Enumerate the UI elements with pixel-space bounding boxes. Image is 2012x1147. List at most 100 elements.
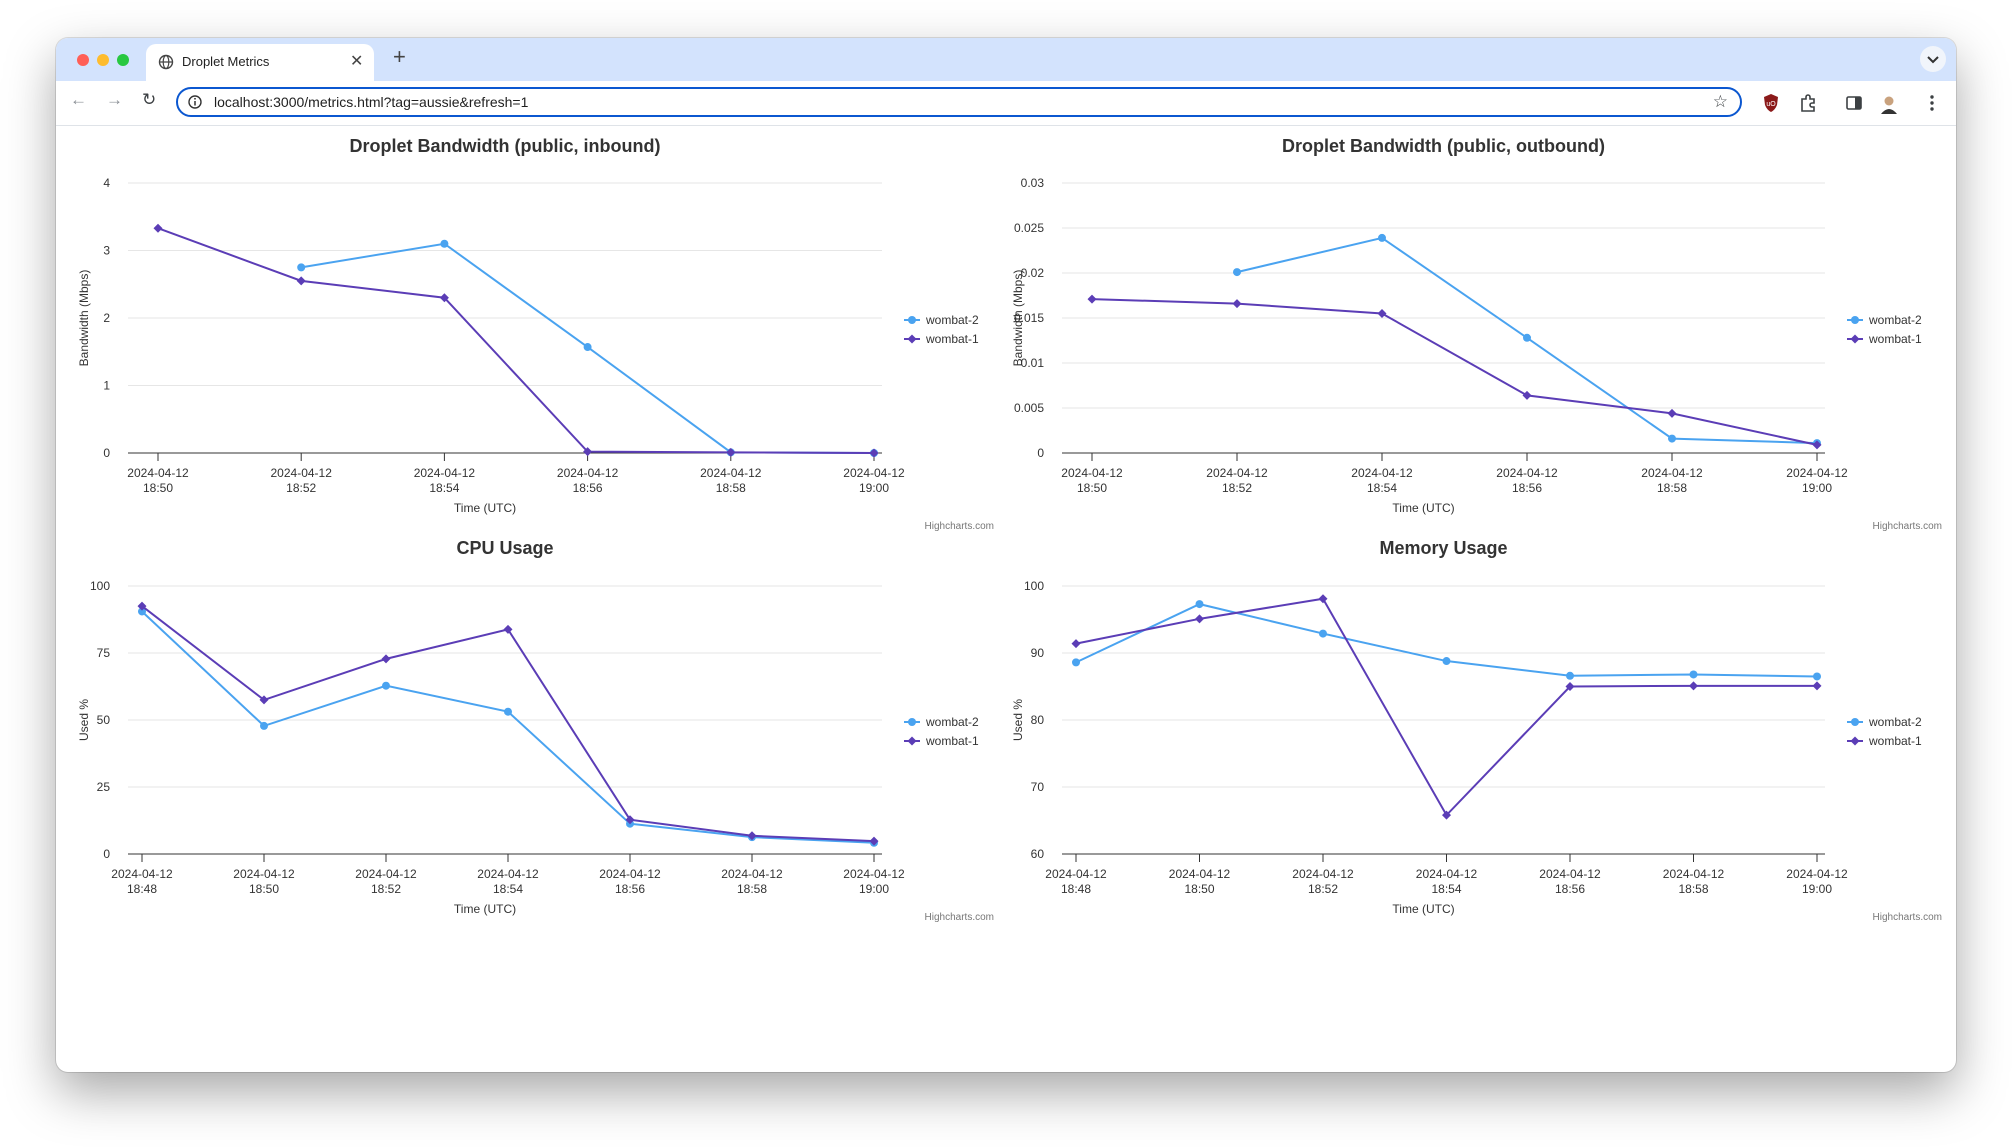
maximize-window-button[interactable] [117, 54, 129, 66]
x-tick-label: 18:58 [1678, 882, 1708, 896]
data-point-wombat-1[interactable] [1232, 299, 1242, 309]
data-point-wombat-2[interactable] [382, 681, 390, 690]
data-point-wombat-1[interactable] [625, 815, 635, 825]
data-point-wombat-2[interactable] [1523, 333, 1531, 342]
tab-droplet-metrics[interactable]: Droplet Metrics ✕ [146, 44, 374, 81]
chart-title: Memory Usage [1379, 538, 1507, 558]
data-point-wombat-2[interactable] [1566, 671, 1574, 680]
x-tick-label: 2024-04-12 [1641, 466, 1703, 480]
chart-memory-usage: Memory Usage607080901002024-04-1218:4820… [1011, 538, 1942, 923]
star-icon[interactable]: ☆ [1712, 92, 1728, 111]
puzzle-icon[interactable] [1798, 93, 1818, 113]
back-arrow-icon[interactable]: ← [70, 90, 87, 109]
data-point-wombat-2[interactable] [260, 721, 268, 730]
data-point-wombat-2[interactable] [1668, 434, 1676, 443]
chart-title: Droplet Bandwidth (public, inbound) [350, 136, 661, 156]
data-point-wombat-2[interactable] [297, 263, 306, 272]
data-point-wombat-2[interactable] [1378, 233, 1386, 242]
sidebar-icon[interactable] [1844, 93, 1864, 113]
legend-item-wombat-1: wombat-1 [925, 332, 979, 346]
info-icon[interactable] [188, 95, 202, 109]
legend-marker [907, 736, 917, 746]
globe-icon [158, 54, 174, 70]
data-point-wombat-1[interactable] [869, 448, 879, 458]
tab-title: Droplet Metrics [182, 54, 270, 69]
x-tick-label: 18:52 [371, 882, 401, 896]
address-bar[interactable]: localhost:3000/metrics.html?tag=aussie&r… [176, 87, 1742, 117]
data-point-wombat-2[interactable] [1233, 268, 1241, 277]
x-tick-label: 2024-04-12 [271, 466, 333, 480]
close-window-button[interactable] [77, 54, 89, 66]
x-tick-label: 2024-04-12 [1292, 867, 1354, 881]
y-tick-label: 0.02 [1021, 266, 1045, 280]
minimize-window-button[interactable] [97, 54, 109, 66]
data-point-wombat-1[interactable] [1071, 639, 1081, 649]
x-tick-label: 19:00 [859, 481, 889, 495]
y-tick-label: 80 [1031, 713, 1045, 727]
y-tick-label: 0.005 [1014, 401, 1044, 415]
data-point-wombat-1[interactable] [381, 654, 391, 664]
x-tick-label: 18:54 [493, 882, 523, 896]
data-point-wombat-1[interactable] [439, 293, 449, 303]
data-point-wombat-1[interactable] [296, 276, 306, 286]
chevron-down-icon[interactable] [1920, 46, 1946, 72]
data-point-wombat-1[interactable] [259, 695, 269, 705]
data-point-wombat-1[interactable] [153, 223, 163, 233]
data-point-wombat-2[interactable] [1319, 629, 1327, 638]
data-point-wombat-1[interactable] [1195, 614, 1204, 624]
highcharts-credits: Highcharts.com [1873, 521, 1942, 532]
data-point-wombat-1[interactable] [1667, 408, 1677, 418]
data-point-wombat-1[interactable] [869, 836, 879, 846]
legend-item-wombat-2: wombat-2 [925, 715, 979, 729]
legend-item-wombat-2: wombat-2 [1868, 715, 1922, 729]
data-point-wombat-1[interactable] [583, 447, 593, 457]
data-point-wombat-2[interactable] [583, 343, 592, 352]
reload-icon[interactable]: ↻ [142, 90, 157, 109]
data-point-wombat-1[interactable] [1377, 309, 1387, 318]
x-tick-label: 19:00 [1802, 481, 1832, 495]
x-tick-label: 18:50 [1077, 481, 1107, 495]
x-tick-label: 2024-04-12 [1496, 466, 1558, 480]
x-axis-title: Time (UTC) [454, 501, 516, 515]
data-point-wombat-1[interactable] [1442, 810, 1451, 820]
data-point-wombat-1[interactable] [726, 447, 736, 457]
data-point-wombat-2[interactable] [440, 239, 449, 248]
data-point-wombat-1[interactable] [1318, 594, 1328, 604]
browser-toolbar: ← → ↻ localhost:3000/metrics.html?tag=au… [56, 81, 1956, 126]
chart-bandwidth-inbound: Droplet Bandwidth (public, inbound) 0 1 2 3 4… [77, 136, 994, 532]
avatar-icon[interactable] [1878, 93, 1900, 115]
data-point-wombat-1[interactable] [1812, 681, 1822, 691]
x-tick-label: 19:00 [1802, 882, 1832, 896]
data-point-wombat-1[interactable] [1689, 681, 1698, 691]
data-point-wombat-2[interactable] [1689, 670, 1698, 679]
x-tick-label: 18:58 [1657, 481, 1687, 495]
data-point-wombat-2[interactable] [1442, 657, 1451, 666]
plus-icon[interactable]: + [393, 44, 406, 69]
data-point-wombat-2[interactable] [504, 707, 512, 716]
x-tick-label: 2024-04-12 [721, 867, 783, 881]
kebab-menu-icon[interactable] [1928, 93, 1936, 113]
data-point-wombat-2[interactable] [1813, 672, 1821, 681]
svg-text:uO: uO [1766, 101, 1776, 108]
data-point-wombat-1[interactable] [503, 624, 513, 634]
data-point-wombat-1[interactable] [1812, 440, 1822, 450]
data-point-wombat-1[interactable] [747, 831, 757, 841]
y-axis-title: Used % [77, 699, 91, 741]
y-tick-label: 0 [103, 847, 110, 861]
data-point-wombat-1[interactable] [1522, 390, 1532, 400]
close-icon[interactable]: ✕ [350, 53, 364, 70]
x-tick-label: 2024-04-12 [1206, 466, 1268, 480]
shield-extension-icon[interactable]: uO [1761, 93, 1781, 113]
legend-item-wombat-1: wombat-1 [925, 734, 979, 748]
legend-marker [907, 334, 917, 344]
data-point-wombat-2[interactable] [138, 607, 146, 616]
x-tick-label: 2024-04-12 [843, 867, 905, 881]
data-point-wombat-1[interactable] [137, 601, 147, 611]
data-point-wombat-2[interactable] [1195, 600, 1204, 609]
data-point-wombat-1[interactable] [1565, 682, 1575, 691]
legend-marker [908, 718, 916, 726]
data-point-wombat-2[interactable] [1072, 658, 1080, 667]
data-point-wombat-1[interactable] [1087, 294, 1097, 304]
y-tick-label: 0.025 [1014, 221, 1044, 235]
forward-arrow-icon[interactable]: → [106, 90, 123, 109]
